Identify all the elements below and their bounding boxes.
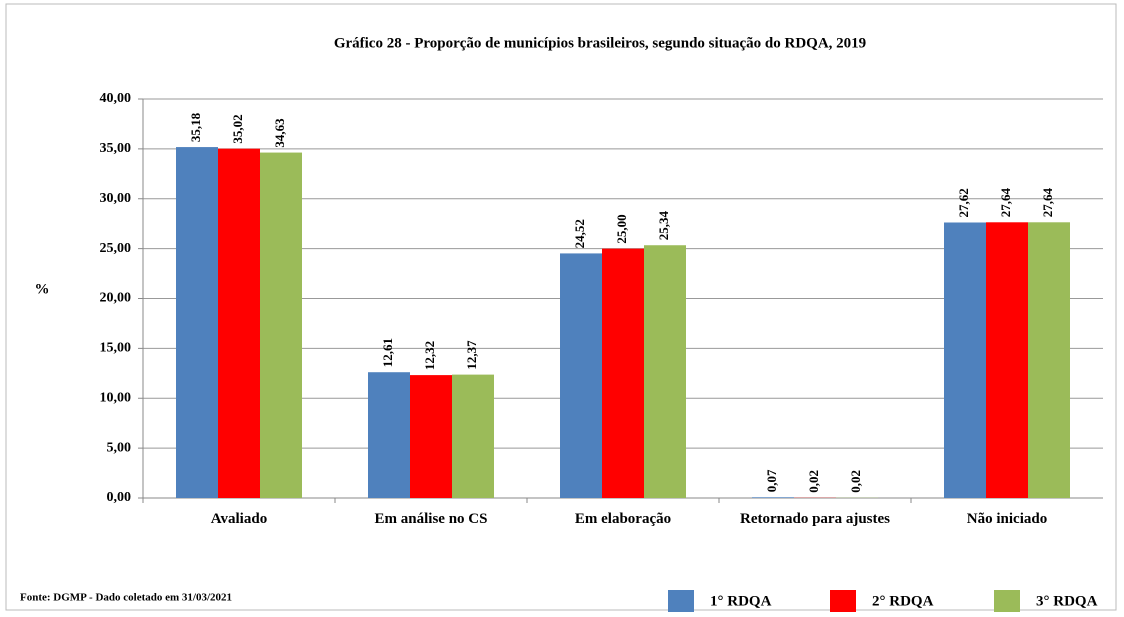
legend-swatch: [994, 590, 1020, 612]
source: Fonte: DGMP - Dado coletado em 31/03/202…: [20, 592, 232, 604]
chart-title: Gráfico 28 - Proporção de municípios bra…: [334, 35, 866, 51]
y-tick-label: 30,00: [100, 191, 132, 206]
legend-label: 1° RDQA: [710, 593, 772, 609]
bar: [1028, 222, 1070, 498]
bar: [410, 375, 452, 498]
bar: [560, 253, 602, 498]
bar: [752, 497, 794, 498]
bar: [986, 222, 1028, 498]
bar: [602, 248, 644, 498]
bar: [944, 222, 986, 499]
y-tick-label: 20,00: [100, 291, 132, 306]
y-tick-label: 25,00: [100, 241, 132, 256]
x-tick-label: Retornado para ajustes: [740, 511, 890, 527]
data-label: 27,64: [1040, 188, 1055, 218]
data-label: 12,37: [464, 340, 479, 370]
y-tick-label: 35,00: [100, 141, 132, 156]
data-label: 27,62: [956, 188, 971, 217]
bar: [644, 245, 686, 498]
bar: [218, 148, 260, 498]
data-label: 0,02: [848, 470, 863, 493]
data-label: 0,02: [806, 470, 821, 493]
legend-label: 3° RDQA: [1036, 593, 1098, 609]
y-tick-label: 10,00: [100, 390, 132, 405]
bar: [452, 374, 494, 498]
data-label: 35,18: [188, 112, 203, 142]
chart-border: [5, 3, 1117, 611]
data-label: 24,52: [572, 219, 587, 248]
y-tick-label: 15,00: [100, 341, 132, 356]
y-tick-label: 5,00: [107, 440, 132, 455]
legend-swatch: [668, 590, 694, 612]
data-label: 27,64: [998, 188, 1013, 218]
data-label: 35,02: [230, 114, 245, 143]
y-tick-label: 0,00: [107, 490, 132, 505]
data-label: 0,07: [764, 469, 779, 492]
bar: [176, 147, 218, 498]
x-tick-label: Não iniciado: [966, 511, 1048, 527]
legend-swatch: [830, 590, 856, 612]
y-axis-label: %: [35, 281, 50, 297]
bar: [368, 372, 410, 498]
x-tick-label: Em análise no CS: [374, 511, 488, 527]
data-label: 12,32: [422, 341, 437, 370]
bar: [260, 152, 302, 499]
y-tick-label: 40,00: [100, 91, 132, 106]
legend-label: 2° RDQA: [872, 593, 934, 609]
x-tick-label: Em elaboração: [574, 511, 672, 527]
data-label: 34,63: [272, 118, 287, 148]
data-label: 12,61: [380, 338, 395, 367]
x-tick-label: Avaliado: [210, 511, 268, 527]
data-label: 25,00: [614, 214, 629, 243]
data-label: 25,34: [656, 210, 671, 240]
